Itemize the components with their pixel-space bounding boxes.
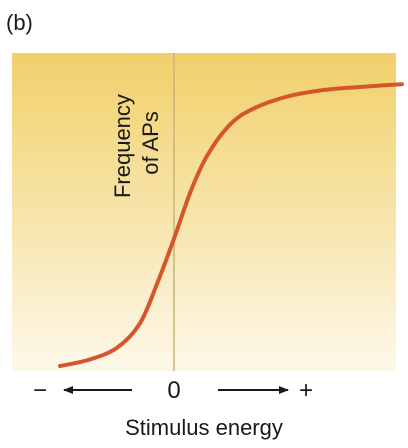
response-curve xyxy=(58,82,404,368)
y-axis-label-line-1: Frequency xyxy=(110,94,135,198)
y-axis-label: Frequency of APs xyxy=(110,88,163,198)
x-tick-label-2: + xyxy=(299,377,313,404)
x-axis-label: Stimulus energy xyxy=(125,415,283,440)
panel-label: (b) xyxy=(6,10,33,35)
x-tick-label-1: 0 xyxy=(167,377,180,404)
x-axis-ticks: − 0 + xyxy=(33,377,313,404)
plot-background xyxy=(12,53,396,371)
y-axis-label-line-2: of APs xyxy=(138,111,163,175)
x-tick-label-0: − xyxy=(33,377,47,404)
